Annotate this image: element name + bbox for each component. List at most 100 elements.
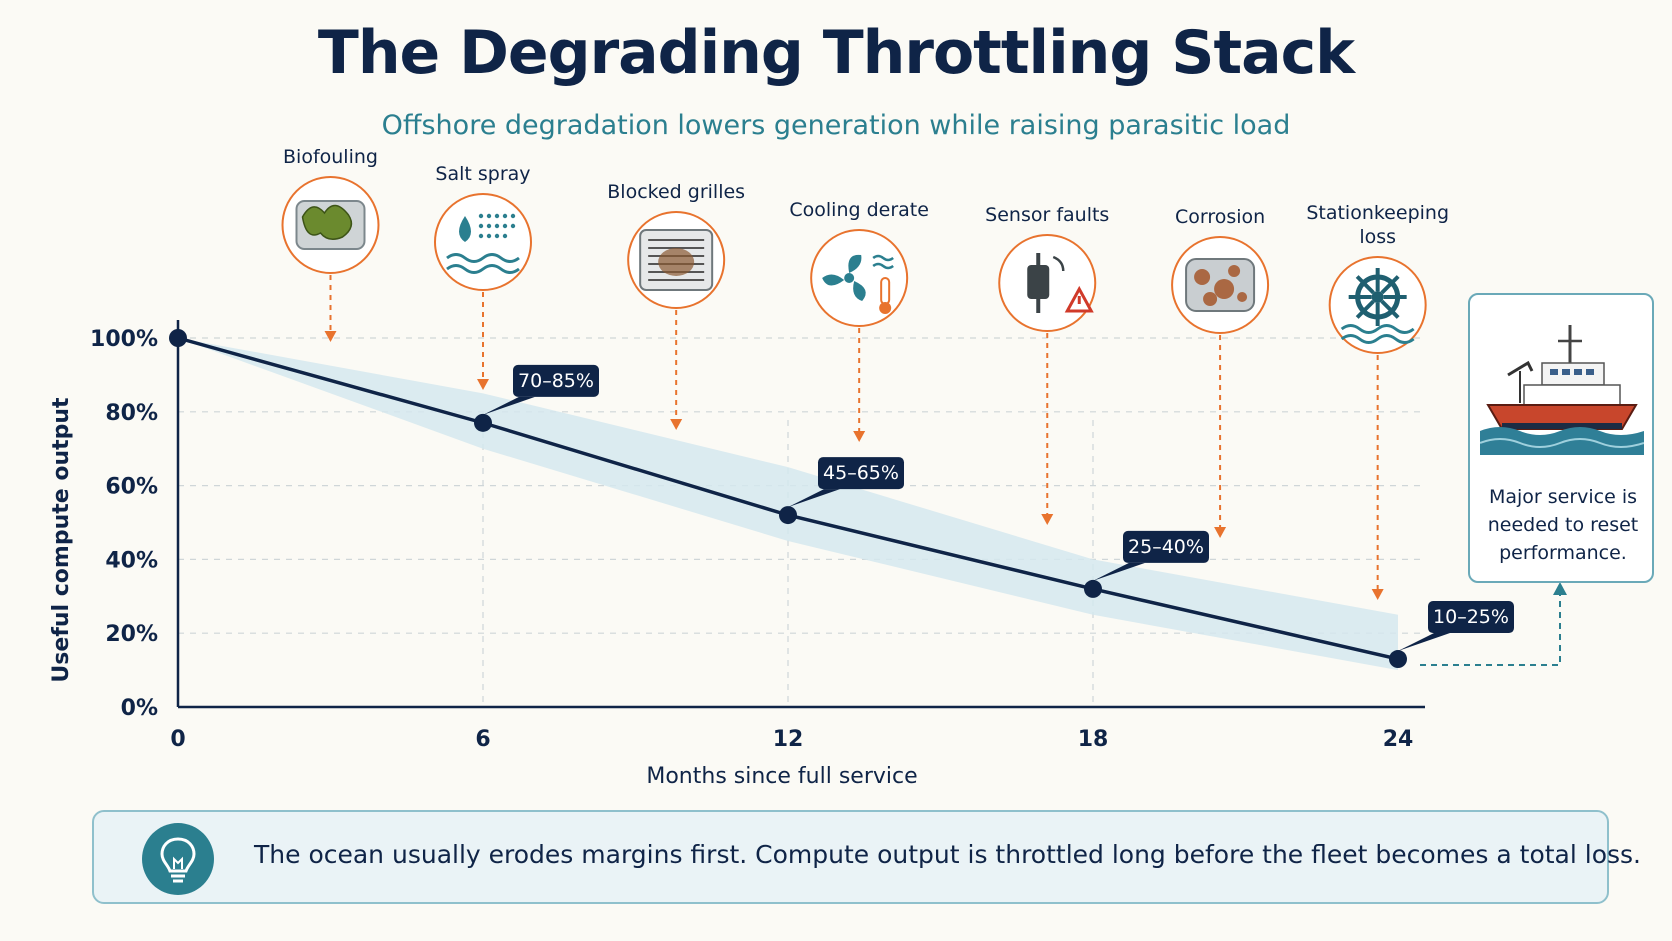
condition-label: Corrosion <box>1175 206 1265 228</box>
condition-badge <box>434 193 532 291</box>
data-point <box>779 506 797 525</box>
data-point <box>169 329 187 347</box>
condition-arrowhead <box>324 331 337 342</box>
annotation-pointer <box>483 396 535 415</box>
wave-shape <box>1340 334 1415 344</box>
sensor-body <box>1027 265 1050 299</box>
thermometer-shape <box>880 277 891 305</box>
air-wave <box>872 254 894 262</box>
condition-label-line: Stationkeeping <box>1306 202 1449 224</box>
condition-arrowhead <box>1214 527 1227 538</box>
condition-label-line: loss <box>1359 226 1396 248</box>
wave-shape <box>446 264 520 274</box>
annotation-pointer <box>1093 562 1145 581</box>
annotation-label: 45–65% <box>823 462 899 484</box>
spray-dot <box>478 233 484 239</box>
salt-spray-icon <box>446 213 520 274</box>
cooling-fan-icon <box>822 254 894 314</box>
spray-dot <box>494 213 500 219</box>
x-tick-label: 6 <box>475 727 490 752</box>
condition-label: Biofouling <box>283 146 378 168</box>
annotation-pointer <box>1398 633 1450 652</box>
condition-icons: Biofouling Salt spray Blocked grilles Cooli… <box>281 146 1449 354</box>
corrosion-icon <box>1185 258 1256 312</box>
takeaway-text: The ocean usually erodes margins first. … <box>254 840 1641 869</box>
fan-blade <box>822 274 845 286</box>
service-connector-arrowhead <box>1553 582 1567 595</box>
rust-spot <box>1228 265 1241 277</box>
y-tick-label: 80% <box>105 401 158 426</box>
takeaway-banner: The ocean usually erodes margins first. … <box>92 810 1641 904</box>
thermometer-bulb <box>879 302 892 314</box>
spray-dot <box>486 213 492 219</box>
x-ticks: 0 6 12 18 24 <box>170 727 1413 752</box>
data-point <box>1084 579 1102 598</box>
x-axis-title: Months since full service <box>646 764 917 789</box>
data-point <box>474 413 492 432</box>
droplet-shape <box>459 216 471 242</box>
range-annotations: 70–85% 45–65% 25–40% 10–25% <box>483 364 1514 652</box>
y-tick-label: 20% <box>105 622 158 647</box>
condition-arrowhead <box>1371 589 1384 600</box>
y-tick-label: 100% <box>90 327 158 352</box>
condition-arrowhead <box>1041 514 1054 525</box>
signal-arc <box>1052 255 1065 272</box>
biofouling-icon <box>295 200 366 250</box>
spray-dot <box>478 213 484 219</box>
page-subtitle: Offshore degradation lowers generation w… <box>381 110 1291 141</box>
annotation-label: 10–25% <box>1433 606 1509 628</box>
y-tick-label: 60% <box>105 475 158 500</box>
condition-label: Sensor faults <box>985 204 1109 226</box>
blocked-grille-icon <box>639 229 714 291</box>
debris-shape <box>658 248 695 276</box>
annotation-label: 70–85% <box>518 370 594 392</box>
condition-label: Blocked grilles <box>607 181 745 203</box>
wave-shape <box>1340 324 1415 334</box>
wheel-spoke <box>1355 275 1375 295</box>
rust-spot <box>1203 292 1218 306</box>
x-tick-label: 12 <box>773 727 804 752</box>
condition-arrows <box>324 275 1384 600</box>
rust-spot <box>1194 269 1211 285</box>
condition-arrowhead <box>853 431 866 442</box>
rust-spot <box>1214 279 1235 299</box>
condition-label: Stationkeeping loss <box>1306 202 1449 248</box>
air-wave <box>872 262 894 270</box>
condition-label: Salt spray <box>435 163 530 185</box>
y-tick-label: 40% <box>105 548 158 573</box>
wave-shape <box>446 253 520 263</box>
y-ticks: 0% 20% 40% 60% 80% 100% <box>90 327 158 721</box>
x-tick-label: 18 <box>1078 727 1109 752</box>
spray-dot <box>478 223 484 229</box>
annotation-label: 25–40% <box>1128 536 1204 558</box>
annotation-box <box>818 457 904 490</box>
x-tick-label: 0 <box>170 727 185 752</box>
service-note: Major service is needed to reset perform… <box>1487 486 1639 564</box>
algae-shape <box>301 204 353 240</box>
ship-icon <box>1479 305 1645 475</box>
rust-spot <box>1237 292 1248 302</box>
spray-dot <box>510 213 516 219</box>
lightbulb-icon <box>142 823 214 895</box>
ship-wheel-icon <box>1340 268 1415 344</box>
annotation-box <box>1428 601 1514 634</box>
spray-dot <box>502 213 508 219</box>
condition-arrowhead <box>670 419 683 430</box>
axes-layer <box>176 320 1425 709</box>
data-points <box>169 329 1407 669</box>
service-connector <box>1420 590 1561 666</box>
spray-dot <box>510 223 516 229</box>
spray-dot <box>502 223 508 229</box>
spray-dot <box>494 223 500 229</box>
wheel-spoke <box>1380 275 1400 295</box>
spray-dot <box>502 233 508 239</box>
spray-dot <box>486 223 492 229</box>
fan-blade <box>848 254 862 273</box>
sensor-fault-icon <box>1027 253 1094 313</box>
y-axis-title: Useful compute output <box>49 397 74 683</box>
x-tick-label: 24 <box>1383 727 1414 752</box>
service-callout: Major service is needed to reset perform… <box>1468 293 1654 583</box>
fan-hub <box>844 273 855 283</box>
spray-dot <box>494 233 500 239</box>
